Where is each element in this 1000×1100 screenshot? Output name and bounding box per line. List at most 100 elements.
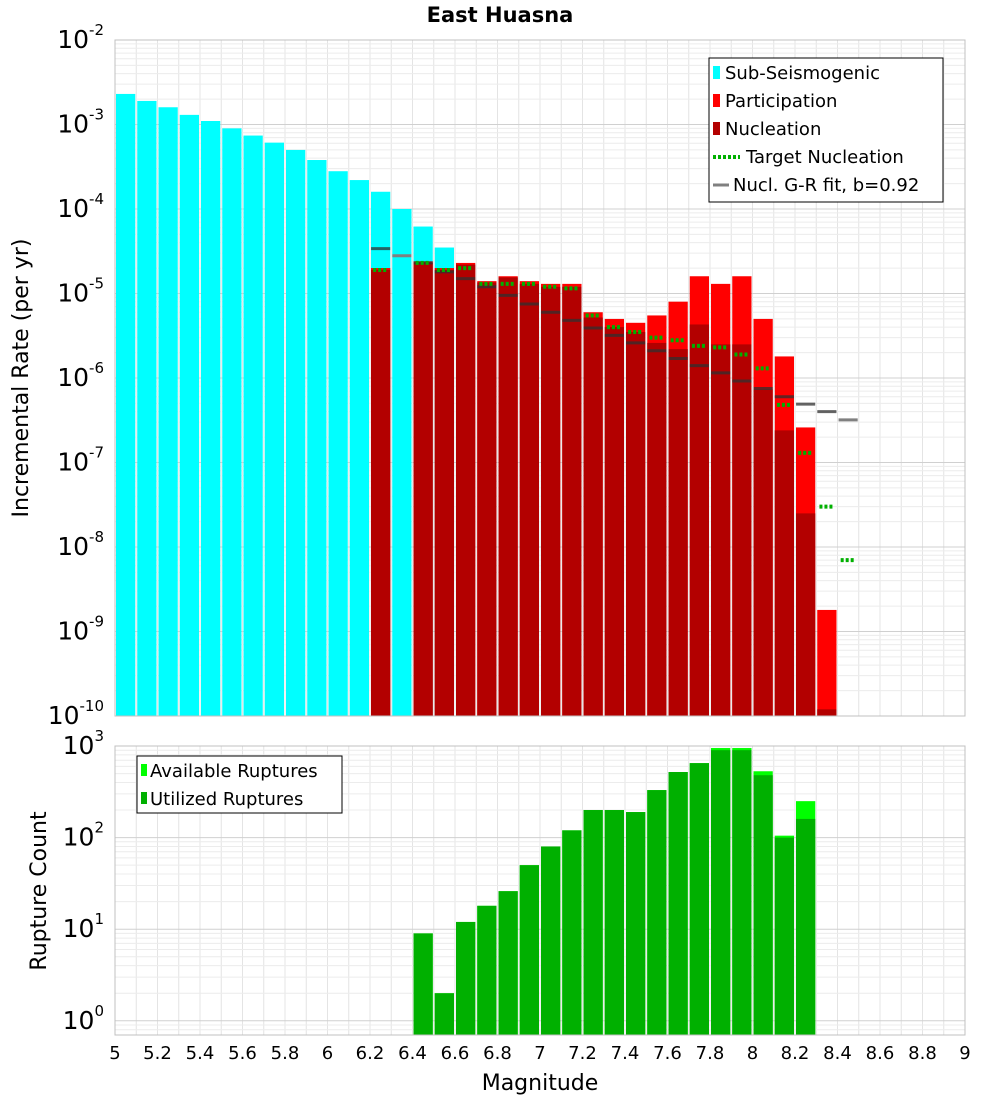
utilized-ruptures-bar bbox=[668, 772, 688, 1035]
legend-swatch-available-ruptures bbox=[141, 764, 147, 776]
x-tick-label: 5.2 bbox=[143, 1043, 172, 1064]
y-tick-label: 10-6 bbox=[57, 359, 104, 392]
utilized-ruptures-bar bbox=[519, 865, 539, 1035]
x-tick-label: 5 bbox=[109, 1043, 120, 1064]
x-tick-label: 6.2 bbox=[356, 1043, 385, 1064]
top-y-axis-label: Incremental Rate (per yr) bbox=[9, 239, 34, 518]
bottom-plot-area bbox=[114, 745, 966, 1036]
x-tick-label: 8.2 bbox=[781, 1043, 810, 1064]
nucleation-bar bbox=[434, 269, 454, 716]
utilized-ruptures-bar bbox=[732, 750, 752, 1035]
y-tick-label: 10-9 bbox=[57, 613, 104, 646]
utilized-ruptures-bar bbox=[626, 812, 646, 1035]
legend-swatch-sub-seismogenic bbox=[713, 66, 720, 79]
utilized-ruptures-bar bbox=[774, 837, 794, 1035]
sub-seismogenic-bar bbox=[392, 209, 412, 716]
nucleation-bar bbox=[583, 317, 603, 716]
sub-seismogenic-bar bbox=[116, 93, 136, 716]
nucleation-bar bbox=[413, 262, 433, 716]
sub-seismogenic-bar bbox=[307, 160, 327, 716]
x-tick-label: 7.6 bbox=[653, 1043, 682, 1064]
sub-seismogenic-bar bbox=[222, 128, 242, 716]
nucleation-bar bbox=[774, 430, 794, 716]
sub-seismogenic-bar bbox=[349, 180, 369, 716]
x-tick-label: 7.8 bbox=[696, 1043, 725, 1064]
top-y-axis-ticks: 10-10 10-9 10-8 10-7 10-6 10-5 10-4 10-3 10-2 bbox=[48, 21, 104, 730]
utilized-ruptures-bar bbox=[562, 830, 582, 1035]
bottom-grid bbox=[115, 746, 965, 1036]
bottom-legend-box bbox=[136, 755, 343, 814]
nucleation-bar bbox=[604, 327, 624, 716]
utilized-ruptures-bar bbox=[434, 993, 454, 1035]
bottom-legend: Available Ruptures Utilized Ruptures bbox=[136, 755, 343, 814]
legend-label-utilized-ruptures: Utilized Ruptures bbox=[150, 789, 303, 810]
utilized-ruptures-bar bbox=[541, 846, 561, 1035]
top-bars bbox=[116, 93, 837, 717]
sub-seismogenic-bar bbox=[201, 121, 221, 716]
legend-item-participation: Participation bbox=[713, 91, 837, 112]
y-tick-label: 10-4 bbox=[57, 190, 104, 223]
legend-label-available-ruptures: Available Ruptures bbox=[150, 761, 318, 782]
legend-label-target-nucleation: Target Nucleation bbox=[745, 147, 904, 168]
y-tick-label: 102 bbox=[63, 819, 104, 852]
legend-label-sub-seismogenic: Sub-Seismogenic bbox=[725, 63, 880, 84]
legend-label-gr-fit: Nucl. G-R fit, b=0.92 bbox=[733, 175, 919, 196]
nucleation-bar bbox=[477, 282, 497, 716]
legend-label-nucleation: Nucleation bbox=[725, 119, 821, 140]
legend-item-target-nucleation: Target Nucleation bbox=[713, 147, 904, 168]
chart-title: East Huasna bbox=[427, 3, 574, 27]
y-tick-label: 100 bbox=[63, 1002, 104, 1035]
top-legend: Sub-Seismogenic Participation Nucleation… bbox=[708, 57, 944, 203]
y-tick-label: 101 bbox=[63, 910, 104, 943]
nucleation-bar bbox=[668, 349, 688, 716]
y-tick-label: 10-7 bbox=[57, 444, 104, 477]
legend-item-nucleation: Nucleation bbox=[713, 119, 821, 140]
y-tick-label: 10-3 bbox=[57, 106, 104, 139]
x-tick-label: 7 bbox=[534, 1043, 545, 1064]
utilized-ruptures-bar bbox=[796, 818, 816, 1035]
nucleation-bar bbox=[456, 264, 476, 716]
x-axis-ticks: 5 5.2 5.4 5.6 5.8 6 6.2 6.4 6.6 6.8 7 7.2 7.4 7.6 7.8 8… bbox=[109, 1043, 970, 1064]
sub-seismogenic-bar bbox=[286, 149, 306, 717]
x-tick-label: 7.2 bbox=[568, 1043, 597, 1064]
x-tick-label: 6.6 bbox=[441, 1043, 470, 1064]
top-legend-box bbox=[708, 57, 944, 203]
x-tick-label: 8.6 bbox=[866, 1043, 895, 1064]
x-tick-label: 5.4 bbox=[186, 1043, 215, 1064]
nucleation-bar bbox=[796, 513, 816, 716]
nucleation-bar bbox=[732, 344, 752, 716]
y-tick-label: 103 bbox=[63, 727, 104, 760]
x-tick-label: 8.8 bbox=[908, 1043, 937, 1064]
x-tick-label: 7.4 bbox=[611, 1043, 640, 1064]
legend-item-gr-fit: Nucl. G-R fit, b=0.92 bbox=[713, 175, 919, 196]
utilized-ruptures-bar bbox=[604, 810, 624, 1035]
legend-swatch-utilized-ruptures bbox=[141, 792, 147, 804]
x-tick-label: 8.4 bbox=[823, 1043, 852, 1064]
sub-seismogenic-bar bbox=[158, 107, 178, 717]
bottom-bars bbox=[413, 748, 816, 1035]
x-tick-label: 5.8 bbox=[271, 1043, 300, 1064]
y-tick-label: 10-2 bbox=[57, 21, 104, 54]
utilized-ruptures-bar bbox=[498, 891, 518, 1035]
y-tick-label: 10-8 bbox=[57, 528, 104, 561]
legend-item-utilized-ruptures: Utilized Ruptures bbox=[141, 789, 303, 810]
x-axis-label: Magnitude bbox=[482, 1071, 599, 1096]
bottom-plot-frame bbox=[114, 745, 966, 1036]
nucleation-bar bbox=[498, 277, 518, 716]
legend-label-participation: Participation bbox=[725, 91, 837, 112]
nucleation-bar bbox=[753, 389, 773, 716]
utilized-ruptures-bar bbox=[647, 790, 667, 1035]
x-tick-label: 6.8 bbox=[483, 1043, 512, 1064]
x-tick-label: 8 bbox=[747, 1043, 758, 1064]
utilized-ruptures-bar bbox=[456, 921, 476, 1035]
sub-seismogenic-bar bbox=[179, 114, 199, 717]
x-tick-label: 5.6 bbox=[228, 1043, 257, 1064]
nucleation-bar bbox=[562, 286, 582, 716]
y-tick-label: 10-5 bbox=[57, 275, 104, 308]
utilized-ruptures-bar bbox=[583, 810, 603, 1035]
sub-seismogenic-bar bbox=[243, 135, 263, 716]
legend-item-sub-seismogenic: Sub-Seismogenic bbox=[713, 63, 880, 84]
sub-seismogenic-bar bbox=[137, 100, 157, 717]
legend-swatch-participation bbox=[713, 94, 720, 107]
